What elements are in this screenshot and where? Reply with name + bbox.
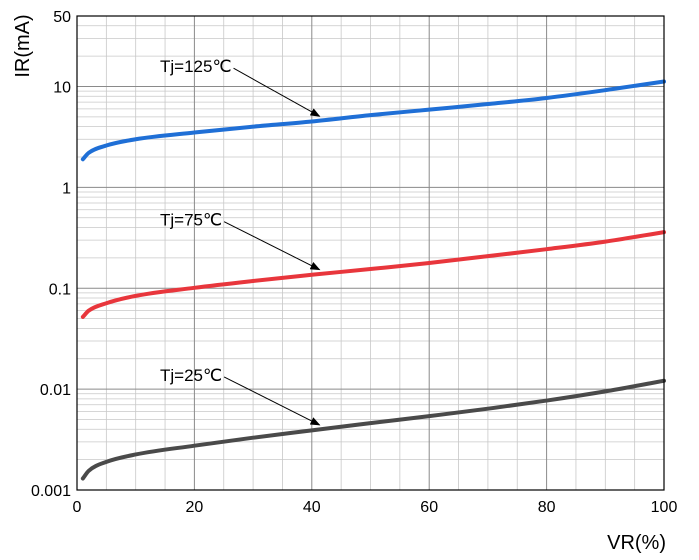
annotation-arrow-0 [233, 67, 321, 117]
series-line-2 [80, 378, 666, 481]
annotation-label-1: Tj=75℃ [160, 211, 222, 230]
y-tick-label: 10 [53, 80, 71, 97]
x-tick-label: 0 [73, 499, 82, 516]
x-tick-label: 80 [538, 499, 556, 516]
x-tick-label: 60 [420, 499, 438, 516]
annotation-arrow-1 [223, 221, 321, 271]
y-tick-label: 50 [53, 9, 71, 26]
y-tick-label: 0.001 [31, 483, 71, 500]
annotations: Tj=125℃ Tj=75℃ Tj=25℃ [160, 57, 321, 426]
tick-labels: 0 20 40 60 80 100 0.001 0.01 0.1 1 10 50 [31, 9, 677, 516]
annotation-arrow-2 [223, 376, 321, 426]
annotation-label-2: Tj=25℃ [160, 366, 222, 385]
y-axis-label: IR(mA) [12, 14, 34, 77]
series-lines [80, 79, 666, 481]
annotation-label-0: Tj=125℃ [160, 57, 232, 76]
x-axis-label: VR(%) [607, 532, 666, 554]
minor-gridlines [77, 16, 664, 490]
plot-frame [76, 15, 665, 491]
series-line-0 [80, 79, 666, 162]
x-tick-label: 20 [186, 499, 204, 516]
y-tick-label: 1 [62, 180, 71, 197]
x-tick-label: 40 [303, 499, 321, 516]
series-line-1 [80, 230, 666, 319]
major-gridlines [77, 16, 664, 490]
x-tick-label: 100 [651, 499, 678, 516]
y-tick-label: 0.1 [49, 281, 71, 298]
y-tick-label: 0.01 [40, 382, 71, 399]
